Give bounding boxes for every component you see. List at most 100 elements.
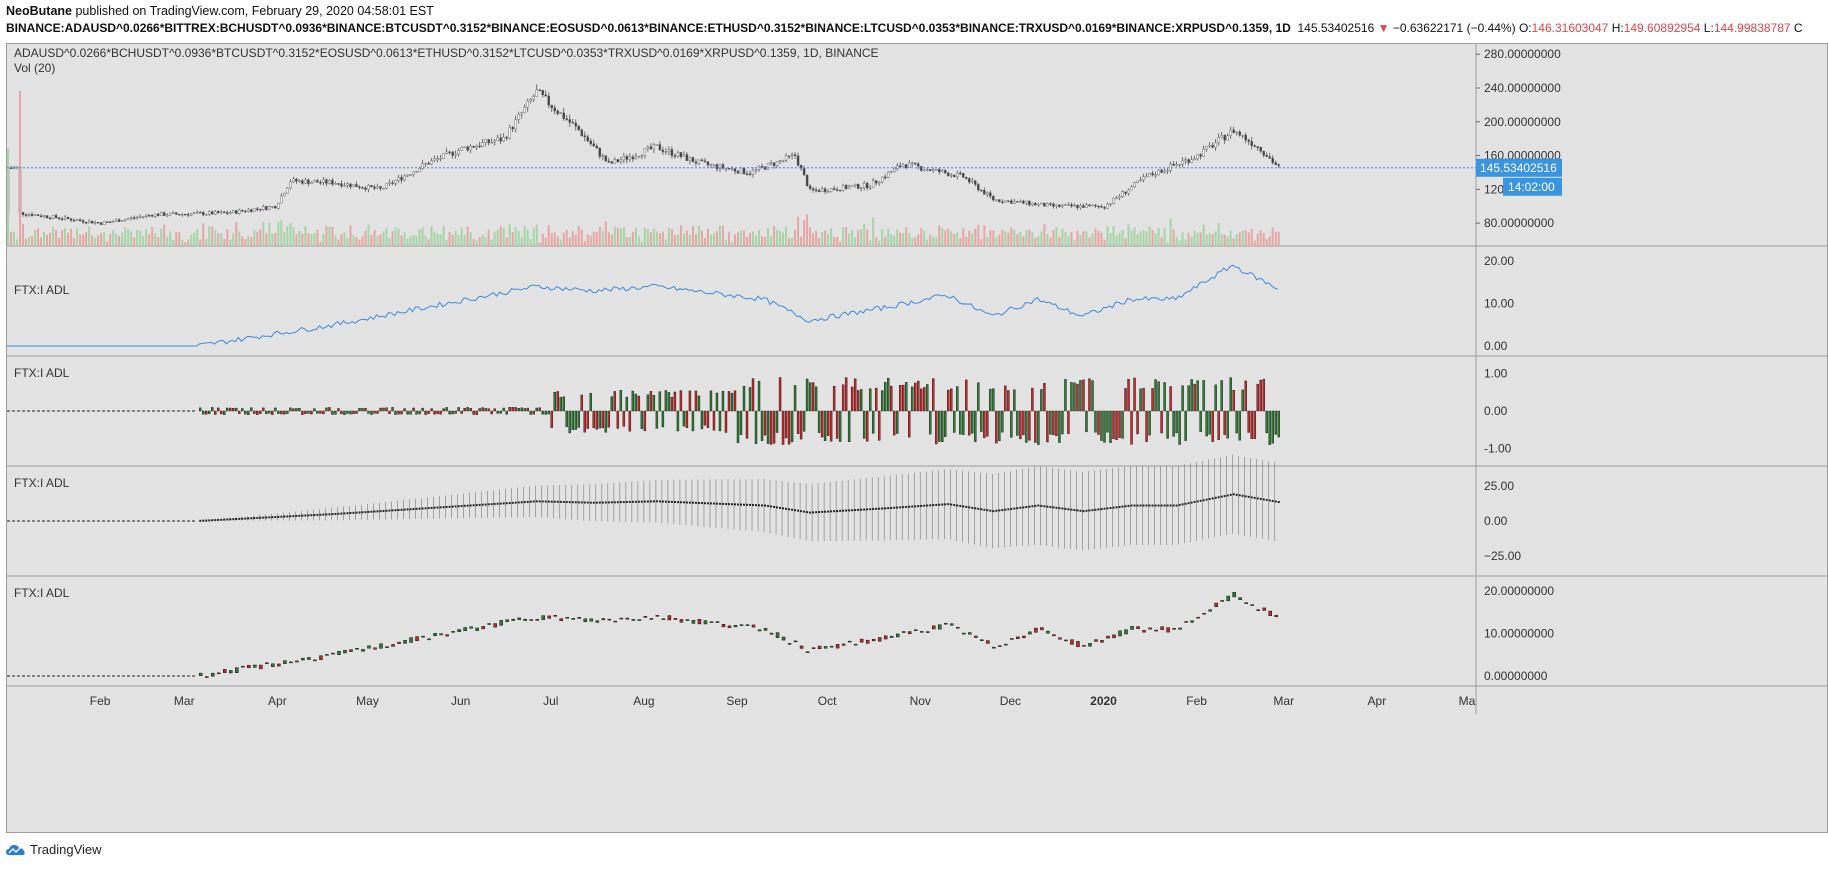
oscillator-bar bbox=[340, 410, 343, 415]
band-center-mark bbox=[920, 504, 923, 507]
adl-panel-4-label[interactable]: FTX:I ADL bbox=[14, 586, 70, 600]
adl-candle bbox=[739, 624, 744, 626]
adl-panel-1-label[interactable]: FTX:I ADL bbox=[14, 283, 70, 297]
band-center-mark bbox=[1127, 504, 1130, 507]
oscillator-bar bbox=[538, 407, 541, 412]
chart-area[interactable]: 280.00000000 240.00000000 200.00000000 160.… bbox=[6, 43, 1828, 833]
band-center-mark bbox=[755, 504, 758, 507]
oscillator-bar bbox=[787, 410, 791, 445]
oscillator-bar bbox=[763, 410, 767, 436]
volume-bar bbox=[875, 236, 878, 246]
main-series-title[interactable]: ADAUSD^0.0266*BCHUSDT^0.0936*BTCUSDT^0.3… bbox=[14, 46, 879, 60]
adl-candle bbox=[361, 649, 365, 652]
price-candle bbox=[316, 180, 319, 183]
adl-candle bbox=[1172, 628, 1176, 630]
volume-bar bbox=[1208, 233, 1211, 246]
volume-bar bbox=[22, 223, 25, 246]
band-center-mark bbox=[286, 515, 289, 518]
oscillator-bar bbox=[1025, 410, 1028, 443]
band-center-mark bbox=[445, 505, 448, 508]
volume-bar bbox=[682, 233, 685, 246]
volume-bar bbox=[1202, 224, 1205, 246]
price-candle bbox=[57, 217, 61, 219]
volume-bar bbox=[418, 229, 421, 246]
volume-bar bbox=[1220, 233, 1223, 246]
adl-candle bbox=[944, 622, 948, 625]
volume-bar bbox=[409, 236, 412, 246]
price-candle bbox=[27, 214, 31, 216]
price-candle bbox=[391, 182, 394, 184]
adl1-tick-label: 0.00 bbox=[1484, 339, 1508, 353]
volume-bar bbox=[1079, 234, 1082, 246]
price-candle bbox=[905, 164, 908, 168]
volume-bar bbox=[64, 228, 67, 246]
adl-candle bbox=[895, 633, 900, 638]
publisher-name[interactable]: NeoButane bbox=[6, 4, 72, 18]
price-candle bbox=[277, 202, 280, 209]
price-candle bbox=[51, 215, 55, 219]
oscillator-bar bbox=[208, 410, 211, 414]
price-candle bbox=[187, 214, 190, 216]
oscillator-bar bbox=[998, 410, 1001, 442]
volume-bar bbox=[1073, 240, 1076, 246]
volume-bar bbox=[157, 237, 160, 246]
oscillator-bar bbox=[283, 410, 286, 415]
oscillator-bar bbox=[295, 408, 298, 412]
chart-canvas[interactable]: 280.00000000240.00000000200.00000000160.… bbox=[7, 44, 1828, 833]
oscillator-bar bbox=[727, 391, 731, 412]
adl-panel-3-label[interactable]: FTX:I ADL bbox=[14, 476, 70, 490]
band-center-mark bbox=[667, 500, 670, 503]
price-candle bbox=[604, 155, 608, 162]
band-center-mark bbox=[1211, 497, 1214, 500]
adl-panel-2-label[interactable]: FTX:I ADL bbox=[14, 366, 70, 380]
volume-bar bbox=[806, 214, 809, 246]
band-center-mark bbox=[451, 505, 454, 508]
price-candle bbox=[1259, 146, 1262, 152]
adl-candle bbox=[841, 643, 846, 646]
volume-bar bbox=[184, 242, 187, 246]
band-center-mark bbox=[1136, 504, 1139, 507]
oscillator-bar bbox=[1070, 382, 1073, 412]
volume-bar bbox=[1124, 238, 1127, 246]
oscillator-bar bbox=[1184, 410, 1187, 441]
volume-bar bbox=[941, 228, 944, 246]
oscillator-bar bbox=[980, 410, 983, 432]
tradingview-brand[interactable]: TradingView bbox=[30, 842, 102, 857]
volume-label[interactable]: Vol (20) bbox=[14, 61, 56, 75]
price-candle bbox=[709, 164, 713, 166]
price-candle bbox=[379, 186, 382, 189]
oscillator-bar bbox=[724, 410, 728, 433]
price-candle bbox=[448, 151, 451, 154]
volume-bar bbox=[1166, 242, 1169, 246]
volume-bar bbox=[574, 234, 577, 246]
band-center-mark bbox=[1073, 509, 1076, 512]
volume-bar bbox=[589, 235, 592, 246]
band-center-mark bbox=[830, 510, 833, 513]
price-candle bbox=[700, 159, 704, 162]
band-center-mark bbox=[1259, 497, 1262, 500]
volume-bar bbox=[403, 232, 406, 246]
price-candle bbox=[463, 146, 466, 149]
oscillator-bar bbox=[1232, 390, 1235, 412]
band-center-mark bbox=[1262, 498, 1265, 501]
oscillator-bar bbox=[694, 390, 698, 412]
oscillator-bar bbox=[1145, 410, 1148, 442]
high-label: H: bbox=[1611, 21, 1624, 35]
adl-candle bbox=[865, 639, 870, 644]
oscillator-bar bbox=[220, 410, 223, 415]
volume-bar bbox=[920, 228, 923, 246]
volume-bar bbox=[640, 241, 643, 246]
volume-bar bbox=[520, 237, 523, 246]
adl-candle bbox=[733, 625, 738, 628]
adl4-tick-label: 0.00000000 bbox=[1484, 669, 1548, 683]
price-candle bbox=[862, 182, 866, 188]
volume-bar bbox=[1127, 223, 1130, 246]
oscillator-bar bbox=[1007, 390, 1010, 412]
price-candle bbox=[283, 192, 286, 197]
volume-bar bbox=[154, 233, 157, 246]
volume-bar bbox=[475, 240, 478, 246]
price-candle bbox=[926, 169, 929, 171]
volume-bar bbox=[199, 239, 202, 246]
band-center-mark bbox=[752, 504, 755, 507]
symbol-name[interactable]: BINANCE:ADAUSD^0.0266*BITTREX:BCHUSDT^0.… bbox=[6, 21, 1291, 35]
